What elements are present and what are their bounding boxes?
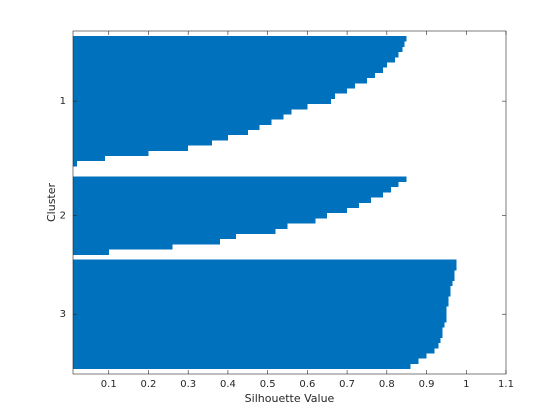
bar	[73, 259, 457, 266]
y-tick-label: 1	[60, 96, 66, 107]
x-tick-label: 0.2	[141, 379, 157, 390]
bar	[73, 150, 149, 157]
bar	[73, 264, 457, 271]
bar	[73, 363, 411, 370]
bar	[73, 290, 451, 297]
bar	[73, 56, 395, 63]
x-tick-label: 0.5	[260, 379, 276, 390]
bar	[73, 285, 451, 292]
bar	[73, 51, 399, 58]
bar	[73, 218, 316, 224]
bar	[73, 275, 455, 281]
bar	[73, 134, 228, 141]
bar	[73, 301, 449, 307]
bar	[73, 228, 276, 234]
bar	[73, 77, 367, 84]
bar	[73, 249, 109, 255]
bar	[73, 212, 328, 219]
bar	[73, 103, 308, 110]
plot-area	[73, 36, 457, 370]
bar	[73, 306, 447, 312]
bar	[73, 353, 427, 359]
bar	[73, 270, 455, 276]
x-tick-label: 0.6	[299, 379, 315, 390]
bar	[73, 358, 419, 364]
bar	[73, 244, 173, 250]
bar	[73, 119, 272, 125]
bar	[73, 46, 403, 53]
bar	[73, 223, 288, 229]
x-tick-label: 0.8	[379, 379, 395, 390]
y-tick-label: 2	[60, 210, 66, 221]
y-tick-label: 3	[60, 309, 66, 320]
bar	[73, 88, 348, 94]
bar	[73, 72, 375, 79]
bar	[73, 238, 220, 245]
bar	[73, 327, 443, 333]
bar	[73, 342, 439, 349]
bar	[73, 82, 356, 89]
x-tick-label: 1.1	[498, 379, 514, 390]
bar	[73, 108, 292, 115]
bar	[73, 124, 260, 131]
bar	[73, 176, 407, 183]
bar	[73, 155, 105, 162]
x-axis-label: Silhouette Value	[245, 392, 335, 405]
bar	[73, 202, 360, 208]
bar	[73, 197, 371, 203]
bar	[73, 316, 447, 323]
y-axis-label: Cluster	[45, 183, 58, 223]
bar	[73, 337, 441, 344]
x-tick-label: 1	[463, 379, 469, 390]
bar	[73, 296, 449, 302]
bar	[73, 192, 383, 198]
x-tick-label: 0.4	[220, 379, 236, 390]
bar	[73, 140, 213, 146]
bar	[73, 93, 336, 99]
bar	[73, 186, 391, 193]
bar	[73, 348, 435, 354]
bar	[73, 114, 284, 120]
x-tick-label: 0.9	[419, 379, 435, 390]
axes-box	[72, 30, 507, 375]
bar	[73, 207, 348, 214]
bar	[73, 311, 447, 318]
bar	[73, 41, 405, 47]
bar	[73, 67, 383, 73]
x-tick-label: 0.1	[101, 379, 117, 390]
bar	[73, 332, 443, 338]
bar	[73, 36, 407, 42]
bar	[73, 181, 399, 188]
bar	[73, 233, 236, 240]
bar	[73, 160, 77, 167]
bar	[73, 322, 445, 328]
bar	[73, 129, 248, 136]
bar	[73, 280, 453, 286]
x-tick-label: 0.3	[180, 379, 196, 390]
bar	[73, 145, 189, 151]
bar	[73, 62, 387, 68]
bar	[73, 98, 332, 105]
x-tick-label: 0.7	[339, 379, 355, 390]
